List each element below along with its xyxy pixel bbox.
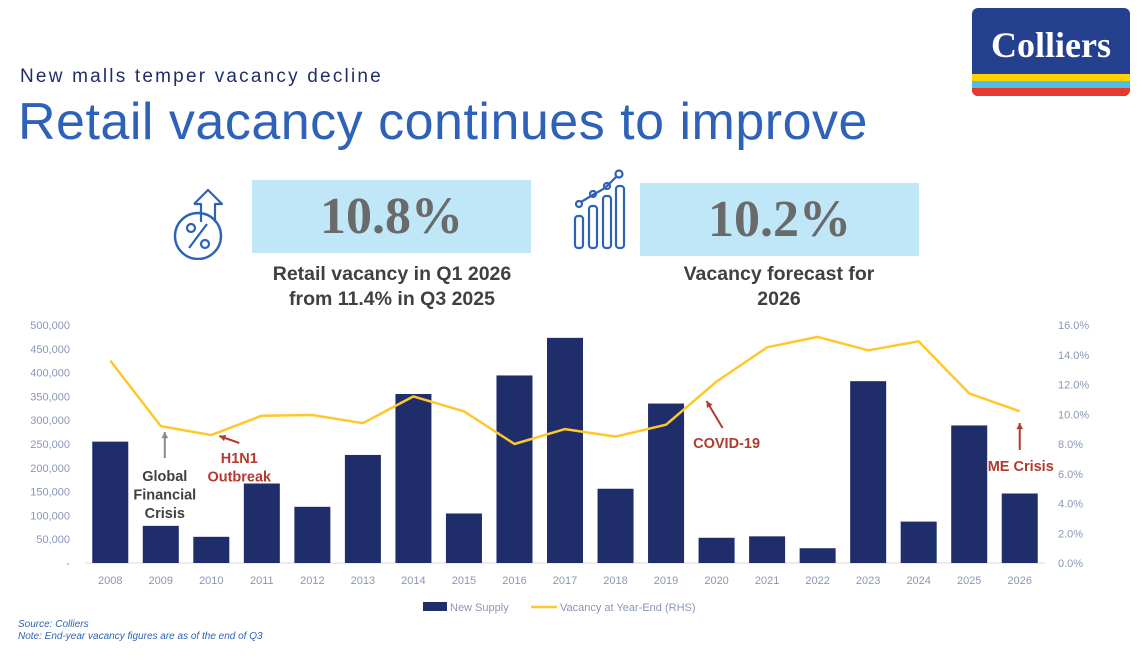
chart-footnotes: Source: Colliers Note: End-year vacancy … <box>18 619 263 643</box>
annotation-h1n1-text: Outbreak <box>207 470 272 486</box>
bar-new-supply <box>294 506 331 563</box>
bar-new-supply <box>193 536 230 563</box>
x-tick-label: 2026 <box>1007 575 1031 587</box>
annotation-me-text: ME Crisis <box>988 459 1054 475</box>
annotation-h1n1-arrow-head <box>219 434 227 442</box>
annotation-covid-arrow-head <box>706 401 713 408</box>
y-left-tick-label: 300,000 <box>30 415 70 427</box>
bar-new-supply <box>445 513 482 563</box>
annotation-covid-text: COVID-19 <box>693 436 760 452</box>
x-tick-label: 2017 <box>553 575 577 587</box>
annotation-h1n1-text: H1N1 <box>221 451 258 467</box>
logo-text: Colliers <box>991 25 1111 65</box>
legend-label-vacancy: Vacancy at Year-End (RHS) <box>560 602 696 614</box>
annotation-gfc-text: Financial <box>133 488 196 504</box>
bar-new-supply <box>951 425 988 563</box>
bar-new-supply <box>698 537 735 563</box>
annotation-gfc-text: Global <box>142 469 187 485</box>
bar-new-supply <box>142 525 179 563</box>
bar-new-supply <box>900 521 937 563</box>
x-tick-label: 2014 <box>401 575 425 587</box>
y-left-tick-label: 100,000 <box>30 510 70 522</box>
kpi-forecast-caption-line1: Vacancy forecast for <box>683 263 875 285</box>
x-tick-label: 2009 <box>149 575 173 587</box>
bar-new-supply <box>547 337 583 563</box>
kpi-forecast-caption-line2: 2026 <box>757 288 801 310</box>
x-tick-label: 2018 <box>603 575 627 587</box>
x-tick-label: 2010 <box>199 575 223 587</box>
bar-new-supply <box>749 536 786 563</box>
bar-new-supply <box>344 454 381 563</box>
kpi-current-caption: Retail vacancy in Q1 2026 from 11.4% in … <box>242 262 542 312</box>
x-tick-label: 2015 <box>452 575 476 587</box>
x-tick-label: 2025 <box>957 575 981 587</box>
kpi-current-vacancy: 10.8% <box>252 180 531 253</box>
legend-swatch-new-supply <box>423 602 447 611</box>
x-tick-label: 2013 <box>351 575 375 587</box>
y-left-tick-label: 50,000 <box>36 534 70 546</box>
annotation-covid-arrow-shaft <box>705 400 724 429</box>
bar-new-supply <box>850 381 887 563</box>
y-left-tick-label: 450,000 <box>30 344 70 356</box>
y-right-tick-label: 12.0% <box>1058 380 1089 392</box>
source-note: Source: Colliers <box>18 619 89 630</box>
y-right-tick-label: 2.0% <box>1058 528 1083 540</box>
x-tick-label: 2019 <box>654 575 678 587</box>
y-right-tick-label: 10.0% <box>1058 409 1089 421</box>
kpi-current-caption-line2: from 11.4% in Q3 2025 <box>289 288 495 310</box>
colliers-logo: Colliers <box>972 8 1130 96</box>
logo-stripe-red <box>972 88 1130 96</box>
y-right-tick-label: 8.0% <box>1058 439 1083 451</box>
annotation-h1n1-arrow-shaft <box>218 435 240 444</box>
y-right-tick-label: 14.0% <box>1058 350 1089 362</box>
bar-new-supply <box>799 548 836 563</box>
y-left-tick-label: 250,000 <box>30 439 70 451</box>
y-left-tick-label: 500,000 <box>30 320 70 332</box>
bar-new-supply <box>92 441 129 563</box>
y-left-tick-label: 150,000 <box>30 487 70 499</box>
x-tick-label: 2020 <box>704 575 728 587</box>
bar-new-supply <box>395 394 432 563</box>
y-left-tick-label: - <box>66 558 70 570</box>
y-left-tick-label: 400,000 <box>30 368 70 380</box>
y-left-tick-label: 200,000 <box>30 463 70 475</box>
footnote: Note: End-year vacancy figures are as of… <box>18 631 263 642</box>
percent-up-arrow-icon <box>173 188 224 260</box>
chart-title: Retail vacancy continues to improve <box>18 93 868 151</box>
kpi-forecast-vacancy: 10.2% <box>640 183 919 256</box>
bar-new-supply <box>597 488 634 563</box>
annotation-me-arrow-head <box>1016 423 1024 430</box>
x-tick-label: 2016 <box>502 575 526 587</box>
x-tick-label: 2021 <box>755 575 779 587</box>
bar-new-supply <box>496 375 533 563</box>
y-right-tick-label: 4.0% <box>1058 499 1083 511</box>
x-tick-label: 2012 <box>300 575 324 587</box>
x-tick-label: 2022 <box>805 575 829 587</box>
chart-subtitle: New malls temper vacancy decline <box>20 66 383 87</box>
kpi-forecast-caption: Vacancy forecast for 2026 <box>629 262 929 312</box>
x-tick-label: 2024 <box>906 575 930 587</box>
growth-bars-icon <box>573 169 626 250</box>
annotation-gfc-arrow-head <box>161 432 169 439</box>
legend-label-new-supply: New Supply <box>450 602 509 614</box>
bar-new-supply <box>243 483 280 563</box>
y-right-tick-label: 6.0% <box>1058 469 1083 481</box>
x-tick-label: 2023 <box>856 575 880 587</box>
line-vacancy-rate <box>109 335 1021 446</box>
y-right-tick-label: 16.0% <box>1058 320 1089 332</box>
logo-stripe-blue <box>972 81 1130 88</box>
y-right-tick-label: 0.0% <box>1058 558 1083 570</box>
y-left-tick-label: 350,000 <box>30 391 70 403</box>
x-tick-label: 2008 <box>98 575 122 587</box>
annotation-gfc-text: Crisis <box>145 506 185 522</box>
x-tick-label: 2011 <box>250 575 274 587</box>
bar-new-supply <box>1001 493 1038 563</box>
kpi-current-caption-line1: Retail vacancy in Q1 2026 <box>272 263 512 285</box>
logo-stripe-yellow <box>972 74 1130 81</box>
bar-new-supply <box>648 403 685 563</box>
